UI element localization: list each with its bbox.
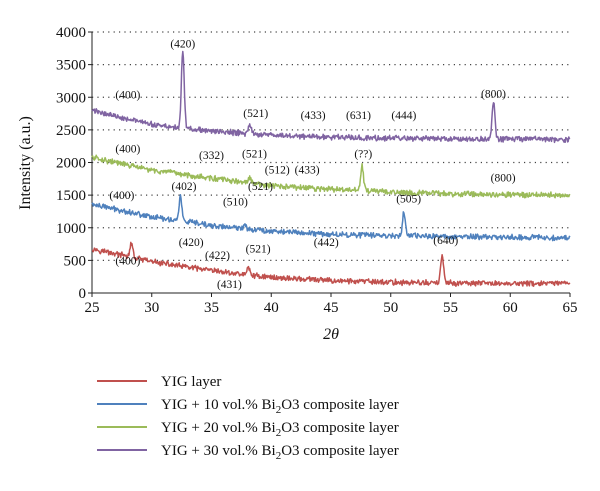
series-lines bbox=[91, 50, 571, 288]
tick-labels: 25 30 35 40 45 50 55 60 65 0 500 1000 1500 2000 2500 30… bbox=[56, 25, 578, 316]
series-line bbox=[91, 193, 571, 242]
legend-entry: YIG + 10 vol.% Bi2O3 composite layer bbox=[161, 397, 399, 416]
peak-label: (433) bbox=[301, 110, 326, 122]
peak-label: (521) bbox=[246, 244, 271, 256]
legend-text: YIG + 20 vol.% Bi bbox=[161, 420, 276, 436]
y-tick-label: 3000 bbox=[56, 90, 86, 106]
y-tick-label: 4000 bbox=[56, 25, 86, 41]
series-line bbox=[91, 241, 571, 288]
legend-entry: YIG + 20 vol.% Bi2O3 composite layer bbox=[161, 420, 399, 439]
x-tick-label: 25 bbox=[85, 300, 100, 316]
peak-label: (640) bbox=[433, 235, 458, 247]
x-tick-label: 55 bbox=[443, 300, 458, 316]
peak-label: (402) bbox=[172, 181, 197, 193]
legend-text: YIG + 10 vol.% Bi bbox=[161, 397, 276, 413]
peak-label: (521) bbox=[242, 148, 267, 160]
x-tick-label: 35 bbox=[204, 300, 219, 316]
peak-label: (400) bbox=[115, 255, 140, 267]
peak-label: (420) bbox=[179, 237, 204, 249]
legend-entry: YIG + 30 vol.% Bi2O3 composite layer bbox=[161, 443, 399, 462]
peak-label: (521) bbox=[243, 108, 268, 120]
y-tick-label: 3500 bbox=[56, 58, 86, 74]
peak-label: (631) bbox=[346, 110, 371, 122]
peak-label: (420) bbox=[170, 39, 195, 51]
peak-label: (431) bbox=[217, 279, 242, 291]
x-tick-label: 45 bbox=[324, 300, 339, 316]
y-tick-label: 1500 bbox=[56, 188, 86, 204]
peak-label: (400) bbox=[115, 90, 140, 102]
y-tick-label: 500 bbox=[64, 253, 87, 269]
legend-text: O3 composite layer bbox=[281, 397, 398, 413]
legend-text: O3 composite layer bbox=[281, 420, 398, 436]
peak-label: (442) bbox=[314, 237, 339, 249]
peak-label: (521) bbox=[248, 181, 273, 193]
peak-label: (800) bbox=[491, 172, 516, 184]
legend-subscript: 2 bbox=[276, 404, 282, 416]
axes bbox=[91, 32, 570, 294]
x-tick-label: 40 bbox=[264, 300, 279, 316]
legend-subscript: 2 bbox=[276, 450, 282, 462]
y-axis-title: Intensity (a.u.) bbox=[17, 116, 34, 210]
grid-lines bbox=[92, 31, 570, 261]
y-tick-label: 0 bbox=[79, 286, 87, 302]
peak-label: (505) bbox=[396, 193, 421, 205]
x-tick-label: 30 bbox=[144, 300, 159, 316]
legend-entry: YIG layer bbox=[161, 374, 221, 390]
peak-label: (433) bbox=[295, 165, 320, 177]
legend-subscript: 2 bbox=[276, 427, 282, 439]
y-tick-label: 2000 bbox=[56, 156, 86, 172]
legend-text: O3 composite layer bbox=[281, 443, 398, 459]
peak-label: (400) bbox=[109, 190, 134, 202]
peak-label: (422) bbox=[205, 250, 230, 262]
peak-annotations: (420) (400) (521) (433) (631) (444) (800) (400)… bbox=[109, 39, 515, 291]
series-line bbox=[91, 154, 571, 199]
series-line bbox=[91, 50, 571, 144]
x-tick-label: 65 bbox=[563, 300, 578, 316]
legend-text: YIG layer bbox=[161, 374, 221, 390]
peak-label: (??) bbox=[354, 148, 372, 160]
legend-text: YIG + 30 vol.% Bi bbox=[161, 443, 276, 459]
peak-label: (512) bbox=[265, 165, 290, 177]
peak-label: (332) bbox=[199, 150, 224, 162]
peak-label: (800) bbox=[481, 88, 506, 100]
y-tick-label: 1000 bbox=[56, 221, 86, 237]
peak-label: (400) bbox=[115, 144, 140, 156]
x-axis-title: 2θ bbox=[323, 326, 339, 343]
peak-label: (510) bbox=[223, 197, 248, 209]
x-tick-label: 50 bbox=[383, 300, 398, 316]
y-tick-label: 2500 bbox=[56, 123, 86, 139]
x-tick-label: 60 bbox=[503, 300, 518, 316]
peak-label: (444) bbox=[391, 110, 416, 122]
